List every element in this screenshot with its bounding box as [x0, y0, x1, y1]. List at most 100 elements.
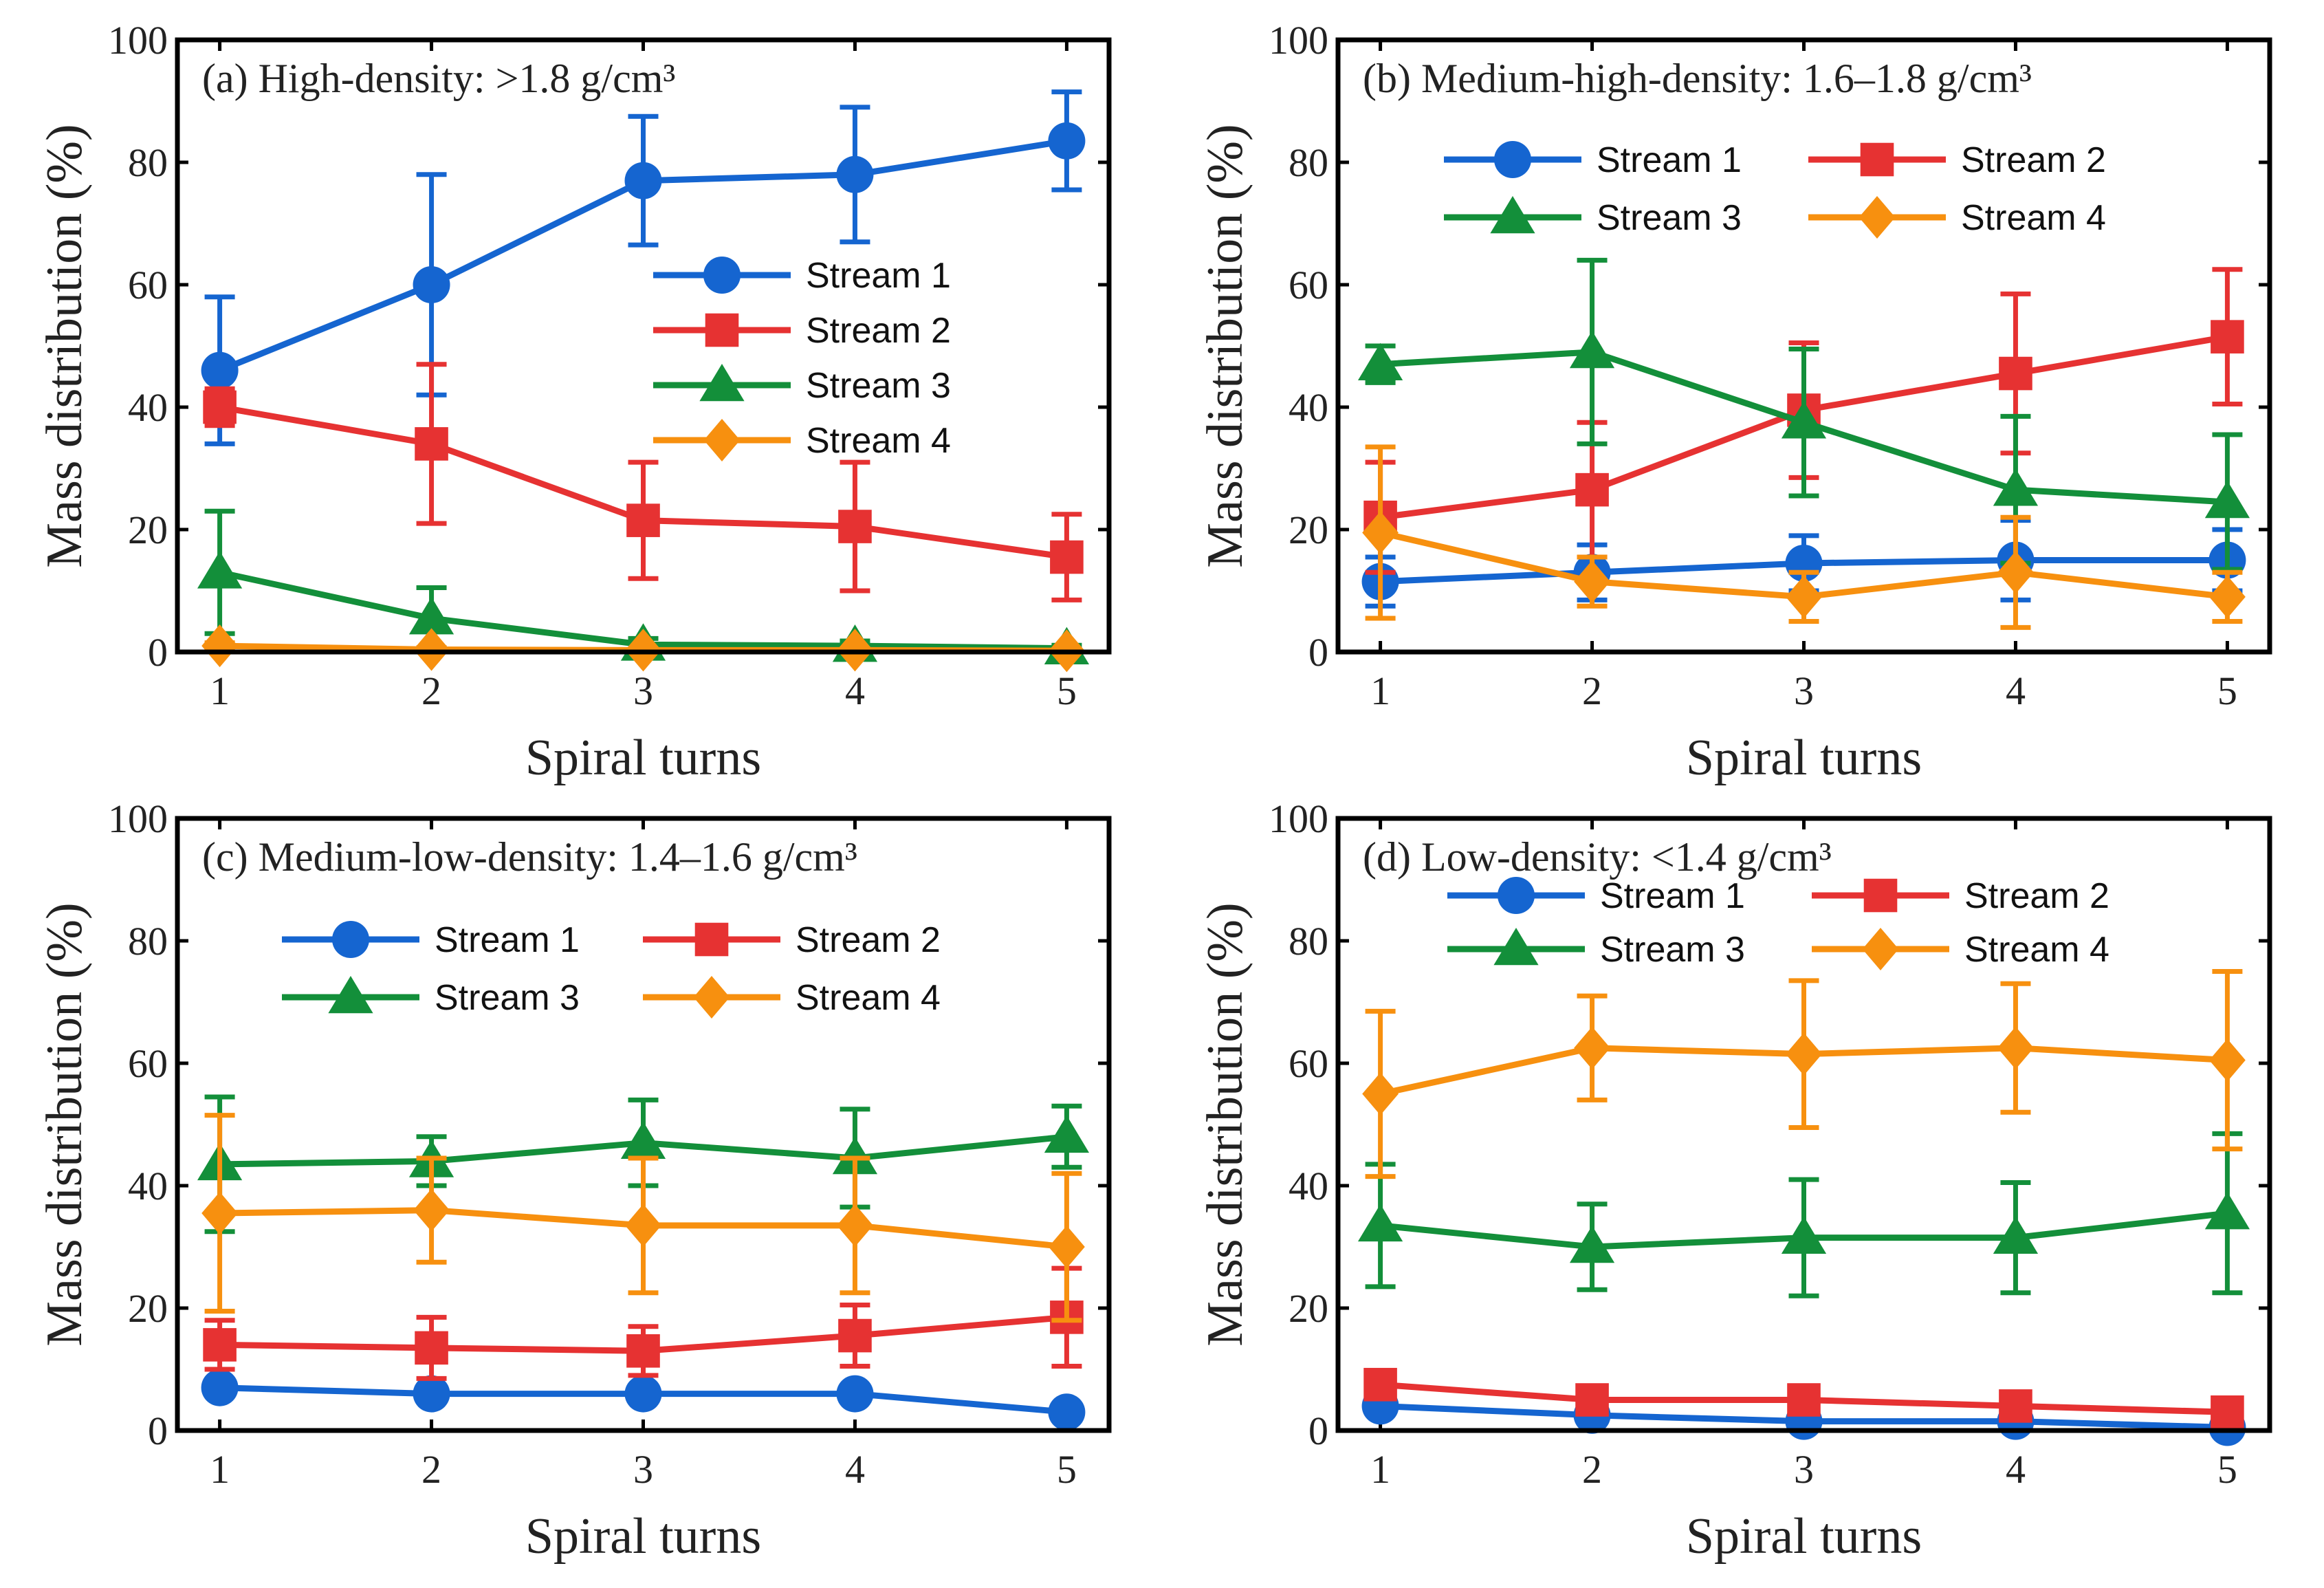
y-tick-label: 20	[128, 1286, 168, 1331]
data-point	[626, 503, 660, 537]
y-axis-label: Mass distribution (%)	[1197, 902, 1253, 1346]
data-point	[1569, 330, 1615, 369]
legend-item-stream-1: Stream 1	[1447, 876, 1745, 916]
data-point	[1575, 472, 1609, 507]
x-tick-label: 4	[845, 1447, 865, 1492]
x-tick-label: 3	[1794, 1447, 1814, 1492]
data-point	[2204, 1192, 2250, 1230]
legend: Stream 1 Stream 2 Stream 3 Stream 4	[653, 256, 951, 462]
y-tick-label: 80	[1289, 919, 1328, 964]
series-stream-1	[201, 1369, 1086, 1431]
plot-frame	[1335, 37, 2272, 655]
legend-item-stream-2: Stream 2	[643, 920, 941, 960]
legend-item-stream-3: Stream 3	[1447, 927, 1745, 970]
data-point	[1048, 122, 1086, 160]
legend-label: Stream 1	[435, 920, 580, 960]
legend-item-stream-2: Stream 2	[653, 311, 951, 351]
legend-marker	[694, 922, 729, 957]
y-tick-label: 60	[1289, 1041, 1328, 1086]
x-tick-label: 5	[1057, 1447, 1077, 1492]
y-tick-label: 0	[148, 1408, 168, 1453]
x-tick-label: 2	[421, 1447, 441, 1492]
data-point	[1362, 511, 1399, 554]
data-point	[2209, 1038, 2246, 1082]
y-tick-label: 40	[1289, 1164, 1328, 1208]
series-stream-3	[1357, 1131, 2250, 1298]
data-point	[1787, 1383, 1821, 1417]
data-point	[203, 1328, 237, 1362]
legend-item-stream-3: Stream 3	[1444, 195, 1742, 238]
data-point	[413, 1188, 450, 1232]
legend-item-stream-1: Stream 1	[653, 256, 951, 296]
panel-title: (d) Low-density: <1.4 g/cm³	[1363, 834, 1832, 880]
data-point	[1781, 401, 1827, 439]
legend-marker	[703, 418, 741, 462]
data-point	[408, 597, 454, 635]
series-stream-3	[1357, 257, 2250, 572]
legend-label: Stream 3	[1597, 198, 1742, 238]
y-tick-label: 40	[128, 385, 168, 430]
legend-marker	[703, 257, 741, 294]
x-tick-label: 1	[1370, 1447, 1390, 1492]
y-tick-label: 100	[1269, 796, 1328, 841]
y-tick-label: 80	[128, 919, 168, 964]
data-point	[201, 1192, 238, 1235]
legend-item-stream-2: Stream 2	[1812, 876, 2109, 916]
legend-marker	[1860, 142, 1894, 177]
x-tick-label: 3	[633, 668, 653, 713]
x-tick-label: 3	[1794, 668, 1814, 713]
x-axis-label: Spiral turns	[525, 1508, 761, 1565]
series-stream-4	[201, 1113, 1085, 1323]
data-point	[201, 1369, 239, 1406]
data-point	[620, 1121, 666, 1159]
x-axis-label: Spiral turns	[1686, 730, 1922, 786]
legend-marker	[1494, 141, 1531, 178]
data-point	[832, 1136, 878, 1175]
y-tick-label: 60	[1289, 263, 1328, 307]
data-point	[1786, 1032, 1822, 1076]
series-stream-2	[1363, 1367, 2244, 1429]
legend-label: Stream 3	[435, 978, 580, 1018]
data-point	[624, 162, 662, 199]
data-point	[413, 628, 450, 671]
y-tick-label: 40	[128, 1164, 168, 1208]
legend-marker	[705, 313, 739, 347]
plot-frame	[1335, 816, 2272, 1433]
legend: Stream 1 Stream 2 Stream 3 Stream 4	[1444, 140, 2106, 239]
legend-label: Stream 1	[1600, 876, 1745, 916]
data-point	[836, 155, 874, 193]
data-point	[2204, 480, 2250, 519]
y-tick-label: 80	[128, 140, 168, 185]
legend: Stream 1 Stream 2 Stream 3 Stream 4	[282, 920, 941, 1019]
plot-frame	[175, 816, 1112, 1433]
legend-marker	[1862, 927, 1899, 971]
x-tick-label: 5	[2217, 1447, 2237, 1492]
data-point	[1362, 1072, 1399, 1116]
chart-panel-4: 0 20 40 60 80 100 1 2 3 4 5 Spiral turns Mass distri…	[1197, 796, 2272, 1565]
legend-label: Stream 3	[1600, 930, 1745, 970]
panel-title: (a) High-density: >1.8 g/cm³	[202, 56, 675, 101]
legend-marker	[1859, 195, 1896, 239]
y-tick-label: 40	[1289, 385, 1328, 430]
chart-panel-2: 0 20 40 60 80 100 1 2 3 4 5 Spiral turns Mass distri…	[1197, 18, 2272, 786]
y-axis-label: Mass distribution (%)	[1197, 124, 1253, 567]
data-point	[1569, 1225, 1615, 1263]
data-point	[1049, 1225, 1085, 1269]
data-point	[1574, 560, 1610, 603]
data-point	[201, 624, 238, 668]
y-tick-label: 0	[148, 630, 168, 675]
series-stream-4	[201, 624, 1085, 673]
x-tick-label: 2	[1582, 668, 1602, 713]
data-point	[1357, 342, 1403, 380]
y-tick-label: 20	[128, 508, 168, 552]
data-point	[1999, 356, 2032, 391]
data-point	[624, 1375, 662, 1413]
data-point	[1997, 1026, 2034, 1069]
legend-label: Stream 2	[1961, 140, 2106, 180]
y-tick-label: 0	[1308, 630, 1328, 675]
series-stream-4	[1362, 444, 2246, 630]
legend-label: Stream 4	[1961, 198, 2106, 238]
legend-marker	[332, 921, 369, 958]
y-axis-label: Mass distribution (%)	[36, 124, 93, 567]
x-tick-label: 4	[845, 668, 865, 713]
